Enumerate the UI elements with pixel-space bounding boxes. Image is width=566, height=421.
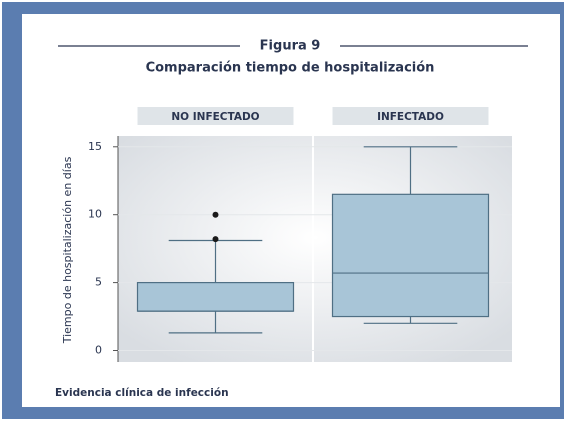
y-axis-label: Tiempo de hospitalización en días (61, 156, 74, 344)
x-axis-label: Evidencia clínica de infección (55, 387, 229, 399)
y-tick-label: 15 (88, 140, 102, 153)
y-tick-label: 5 (95, 276, 102, 289)
category-header (137, 107, 294, 125)
outlier (212, 236, 219, 243)
y-tick-label: 0 (95, 343, 102, 356)
category-header (332, 107, 489, 125)
chart-subtitle: Comparación tiempo de hospitalización (146, 61, 435, 76)
outlier (212, 211, 219, 218)
chart-title: Figura 9 (260, 39, 321, 54)
category-label: INFECTADO (377, 111, 444, 123)
y-tick-label: 10 (88, 208, 102, 221)
box (331, 193, 490, 318)
box (136, 281, 295, 312)
category-label: NO INFECTADO (171, 111, 259, 123)
